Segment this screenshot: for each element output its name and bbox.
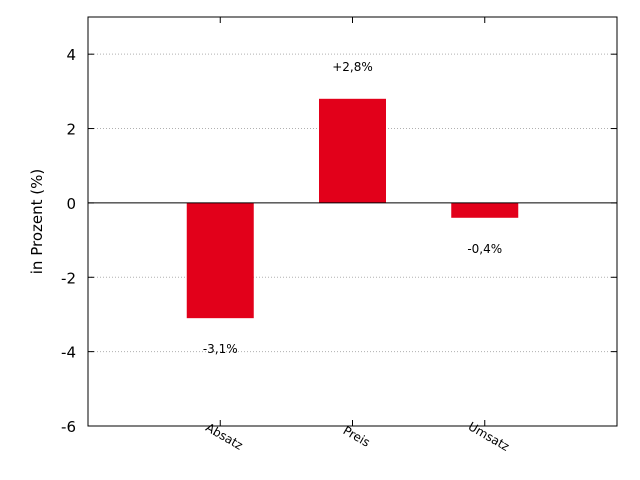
data-label: +2,8%	[332, 60, 373, 74]
x-tick-label: Preis	[341, 423, 373, 449]
plot-frame	[87, 16, 618, 427]
y-tick-label: -4	[61, 344, 76, 362]
bar-absatz	[186, 202, 254, 319]
bars	[186, 98, 519, 319]
y-axis-label: in Prozent (%)	[28, 169, 46, 274]
y-axis-ticks: -6 -4 -2 0 2 4	[61, 46, 617, 436]
y-tick-label: 4	[66, 46, 76, 64]
data-label: -3,1%	[203, 342, 238, 356]
x-tick-label: Absatz	[203, 420, 245, 452]
bar-preis	[319, 98, 386, 203]
y-tick-label: -6	[61, 418, 76, 436]
data-labels: -3,1% +2,8% -0,4%	[203, 60, 502, 356]
y-tick-label: 0	[66, 195, 76, 213]
y-tick-label: -2	[61, 269, 76, 287]
x-tick-label: Umsatz	[466, 419, 512, 454]
y-tick-label: 2	[66, 121, 76, 139]
data-label: -0,4%	[467, 242, 502, 256]
bar-umsatz	[451, 202, 519, 218]
